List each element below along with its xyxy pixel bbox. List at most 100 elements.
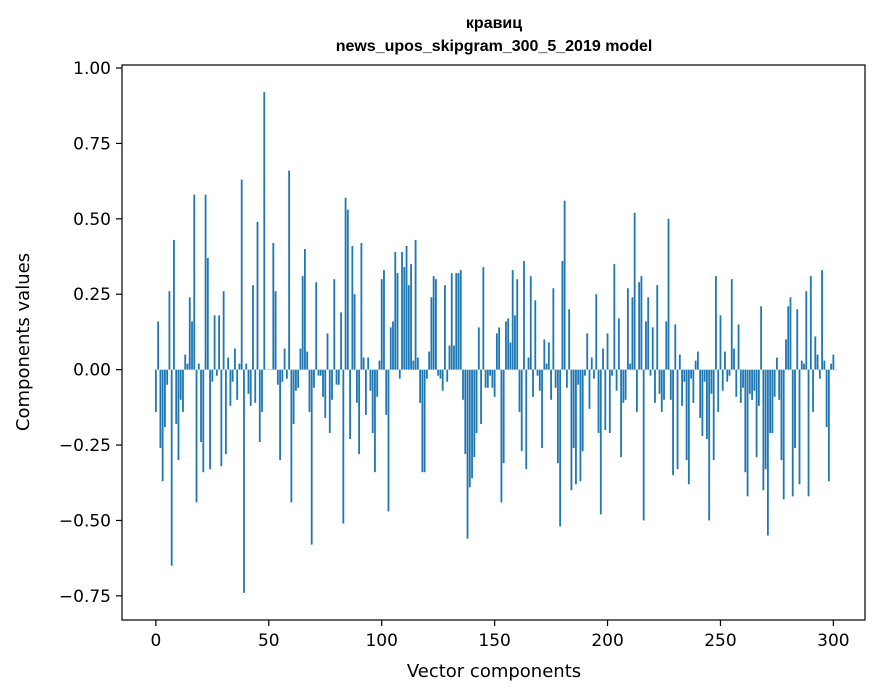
bar-295: [821, 270, 823, 370]
bar-278: [782, 369, 785, 500]
bar-79: [333, 279, 336, 370]
bar-19: [197, 363, 200, 370]
bar-69: [310, 369, 313, 545]
bar-265: [753, 369, 756, 391]
bar-32: [227, 357, 230, 370]
bar-249: [717, 369, 720, 412]
bar-173: [545, 363, 548, 370]
bar-268: [760, 306, 763, 370]
bar-107: [396, 273, 399, 370]
bar-89: [355, 369, 358, 403]
bar-75: [324, 369, 327, 418]
bar-7: [170, 369, 173, 566]
bar-269: [762, 369, 765, 491]
bar-29: [220, 369, 223, 467]
bar-57: [283, 348, 286, 370]
bar-143: [477, 327, 480, 370]
bar-219: [649, 369, 652, 376]
bar-5: [166, 369, 169, 385]
bar-288: [805, 291, 808, 370]
bar-193: [590, 357, 593, 370]
bar-216: [642, 369, 645, 521]
bar-55: [279, 369, 281, 461]
bar-90: [358, 369, 361, 455]
bar-33: [229, 369, 232, 406]
bar-23: [206, 258, 209, 370]
bar-86: [349, 369, 351, 440]
bar-123: [432, 276, 435, 370]
bar-213: [636, 369, 638, 412]
bar-25: [211, 369, 214, 382]
bar-165: [527, 357, 530, 370]
x-tick-label: 100: [365, 631, 397, 651]
bar-192: [588, 369, 591, 409]
bar-188: [579, 369, 582, 482]
bar-254: [728, 369, 731, 376]
bar-274: [773, 369, 776, 397]
bar-272: [769, 369, 772, 433]
bar-280: [787, 306, 790, 370]
bar-228: [669, 369, 672, 400]
bar-243: [703, 369, 706, 382]
bar-208: [624, 369, 627, 400]
bar-72: [317, 369, 320, 376]
bar-227: [667, 218, 670, 370]
bar-15: [188, 297, 191, 370]
bar-148: [489, 369, 492, 376]
bar-179: [559, 369, 562, 527]
bar-287: [803, 363, 805, 370]
bar-275: [776, 357, 778, 370]
chart-title-line2: news_upos_skipgram_300_5_2019 model: [336, 38, 653, 55]
bar-34: [231, 369, 234, 382]
bar-125: [437, 369, 440, 376]
bar-258: [737, 324, 740, 370]
bar-42: [249, 369, 252, 406]
bar-126: [439, 369, 442, 379]
bar-62: [294, 369, 297, 391]
x-axis-ticks: 0 50 100 150 200 250 300: [150, 620, 850, 651]
bar-300: [832, 354, 835, 370]
x-tick-label: 0: [150, 631, 161, 651]
bar-48: [263, 92, 266, 370]
bar-217: [645, 321, 647, 370]
bar-286: [800, 360, 803, 370]
bar-102: [385, 369, 388, 415]
bar-4: [164, 369, 166, 427]
bar-59: [288, 170, 291, 370]
bar-65: [301, 276, 304, 370]
bar-118: [421, 369, 424, 473]
bar-184: [570, 369, 573, 491]
bar-110: [403, 267, 406, 370]
x-axis-label: Vector components: [407, 661, 581, 682]
bar-82: [340, 312, 342, 370]
bar-56: [281, 369, 284, 382]
bar-3: [161, 369, 164, 482]
bar-149: [491, 369, 494, 388]
x-tick-label: 200: [591, 631, 623, 651]
bar-164: [525, 369, 528, 470]
bar-8: [173, 239, 175, 370]
bar-150: [493, 369, 496, 397]
bar-289: [807, 369, 810, 497]
bar-138: [466, 369, 469, 539]
bar-141: [473, 369, 476, 458]
bar-229: [672, 369, 674, 476]
bar-238: [692, 369, 695, 403]
bar-66: [304, 248, 306, 370]
bar-130: [448, 345, 451, 370]
bar-127: [441, 369, 444, 391]
bar-93: [365, 369, 367, 415]
bar-156: [507, 318, 510, 370]
bar-157: [509, 342, 512, 370]
bar-37: [238, 363, 241, 370]
bar-247: [712, 369, 715, 461]
bar-176: [552, 288, 555, 370]
bar-297: [825, 369, 828, 427]
bar-160: [516, 279, 519, 370]
bar-273: [771, 369, 774, 433]
bar-202: [611, 369, 613, 376]
bar-159: [514, 315, 516, 370]
bar-41: [247, 369, 250, 394]
bar-234: [683, 369, 686, 382]
